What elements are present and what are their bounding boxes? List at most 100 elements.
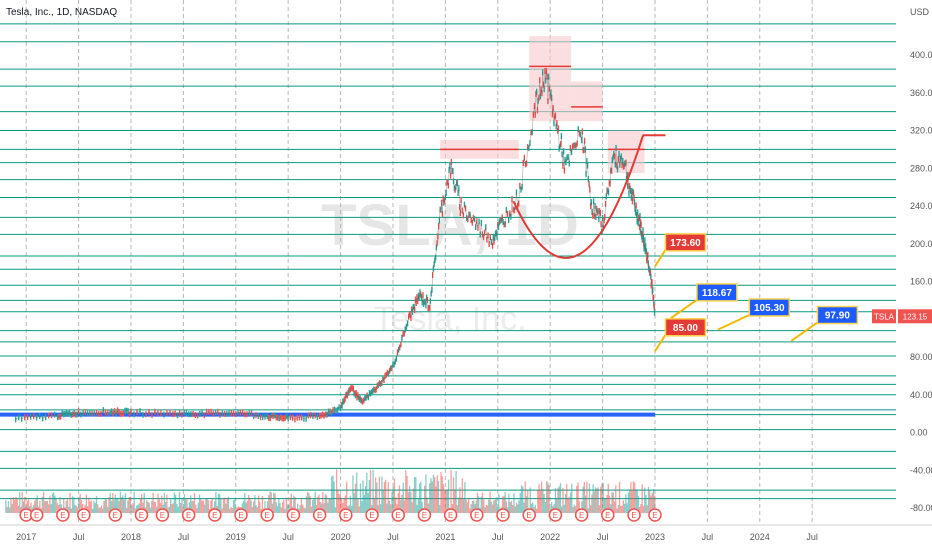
volume-bar [226,498,228,513]
earnings-marker-label: E [500,511,505,520]
volume-bar [616,508,618,513]
x-tick-label: Jul [387,532,399,542]
chart-title: Tesla, Inc., 1D, NASDAQ [6,7,118,18]
volume-bar [138,503,140,513]
volume-bar [515,502,518,513]
earnings-marker [548,508,563,522]
volume-bar [112,493,114,513]
volume-bar [343,497,345,513]
volume-bar [610,504,612,513]
volume-bar [494,499,496,513]
currency-label: USD [910,7,930,17]
volume-bar [341,499,343,513]
volume-bar [557,488,559,513]
earnings-marker-label: E [652,511,657,520]
volume-bar [469,508,471,513]
volume-bar [109,492,111,513]
volume-bar [15,496,17,513]
volume-bar [163,493,165,513]
volume-bar [437,480,440,513]
earnings-marker-label: E [553,511,558,520]
volume-bar [246,500,248,513]
earnings-marker-label: E [396,511,401,520]
volume-bar [128,497,130,513]
x-tick-label: Jul [806,532,818,542]
volume-bar [10,498,12,513]
volume-bar [478,496,480,513]
volume-bar [483,499,485,513]
volume-bar [359,483,362,513]
y-tick-label: 0.00 [910,428,928,438]
volume-bar [185,499,187,513]
volume-bar [201,500,203,513]
watermark-name: Tesla, Inc. [373,300,526,338]
callout-pointer [717,314,750,331]
volume-bar [450,470,452,513]
volume-bar [273,492,275,513]
volume-bar [411,502,413,513]
volume-bar [260,508,262,513]
volume-bar [398,485,401,513]
volume-bar [102,508,104,513]
volume-bar [596,488,598,513]
earnings-marker [470,508,484,522]
volume-bar [47,504,50,513]
volume-bar [592,484,594,513]
volume-bar [133,491,135,513]
volume-bar [621,505,623,513]
x-tick-label: Jul [178,532,190,542]
volume-bar [471,501,474,513]
volume-bar [279,502,281,513]
volume-bar [615,485,617,513]
volume-bar [554,487,557,513]
volume-bar [379,504,382,513]
volume-bar [576,486,578,513]
volume-bar [510,500,513,513]
volume-bar [259,501,261,513]
x-tick-label: 2021 [435,532,455,542]
volume-bar [495,497,497,513]
supply-zone [529,36,572,122]
volume-bar [310,506,313,513]
volume-bar [74,504,76,513]
volume-bar [529,487,531,513]
volume-bar [211,497,213,513]
volume-bar [567,498,569,513]
earnings-marker-label: E [34,511,39,520]
volume-bar [39,500,41,513]
volume-bar [69,492,71,513]
volume-bar [654,495,656,513]
volume-bar [190,495,192,513]
volume-bar [276,505,279,513]
y-tick-label: 280.00 [910,163,932,173]
y-tick-label: -40.00 [910,465,932,475]
x-tick-label: 2024 [750,532,770,542]
volume-bar [110,500,113,513]
volume-bar [46,500,49,513]
volume-bar [613,501,616,513]
volume-bar [222,497,225,513]
volume-bar [258,495,260,513]
volume-bar [318,494,320,513]
volume-bar [220,498,222,513]
volume-bar [280,507,282,513]
volume-bar [285,497,287,513]
volume-bar [455,470,457,513]
volume-bar [151,500,153,513]
volume-bar [597,487,599,513]
volume-bar [413,476,416,513]
volume-bar [26,500,28,513]
x-tick-label: 2019 [226,532,246,542]
volume-bar [382,490,384,513]
volume-bar [250,500,252,513]
earnings-marker [155,508,170,522]
volume-bar [600,486,602,513]
volume-bar [460,497,462,513]
volume-bar [352,475,354,513]
volume-bar [274,493,276,513]
volume-bar [298,508,300,513]
volume-bar [271,503,274,513]
y-tick-label: 160.00 [910,277,932,287]
